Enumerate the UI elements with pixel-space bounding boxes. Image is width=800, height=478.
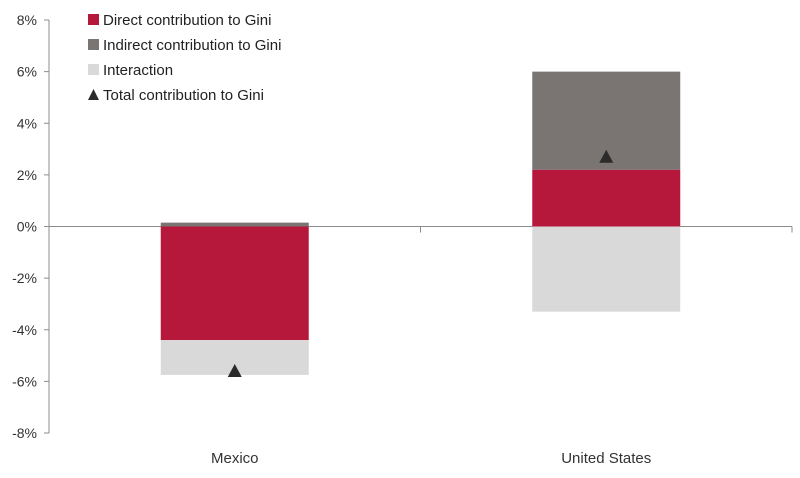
legend-swatch-indirect-contribution-to-gini <box>88 39 99 50</box>
y-tick-label: -4% <box>12 322 37 338</box>
x-tick-label: United States <box>561 450 651 467</box>
y-tick-label: -2% <box>12 270 37 286</box>
bar-united-states-direct-contribution-to-gini <box>532 169 681 227</box>
total-marker-mexico <box>227 364 242 377</box>
y-tick-label: 0% <box>17 219 37 235</box>
bars <box>160 71 681 375</box>
bar-mexico-direct-contribution-to-gini <box>160 226 309 341</box>
legend-label: Indirect contribution to Gini <box>103 37 281 54</box>
legend-label: Direct contribution to Gini <box>103 12 271 29</box>
legend: Direct contribution to Gini Indirect cont… <box>88 12 281 104</box>
legend-swatch-interaction <box>88 64 99 75</box>
legend-swatch-direct-contribution-to-gini <box>88 14 99 25</box>
y-tick-label: -6% <box>12 373 37 389</box>
legend-swatch-total-contribution-to-gini <box>88 89 99 100</box>
bar-united-states-interaction <box>532 226 681 312</box>
total-marker-united-states <box>599 149 614 163</box>
y-tick-label: 4% <box>17 115 37 131</box>
y-tick-label: 6% <box>17 64 37 80</box>
total-markers <box>227 149 614 377</box>
legend-label: Total contribution to Gini <box>103 87 264 104</box>
y-tick-label: 2% <box>17 167 37 183</box>
legend-label: Interaction <box>103 62 173 79</box>
axes: 8% 6% 4% 2% 0% -2% -4% -6% -8% <box>12 12 793 441</box>
x-tick-label: Mexico <box>211 450 259 467</box>
bar-mexico-indirect-contribution-to-gini <box>160 222 309 227</box>
y-tick-label: 8% <box>17 12 37 28</box>
y-tick-label: -8% <box>12 425 37 441</box>
category-labels: Mexico United States <box>211 450 651 467</box>
